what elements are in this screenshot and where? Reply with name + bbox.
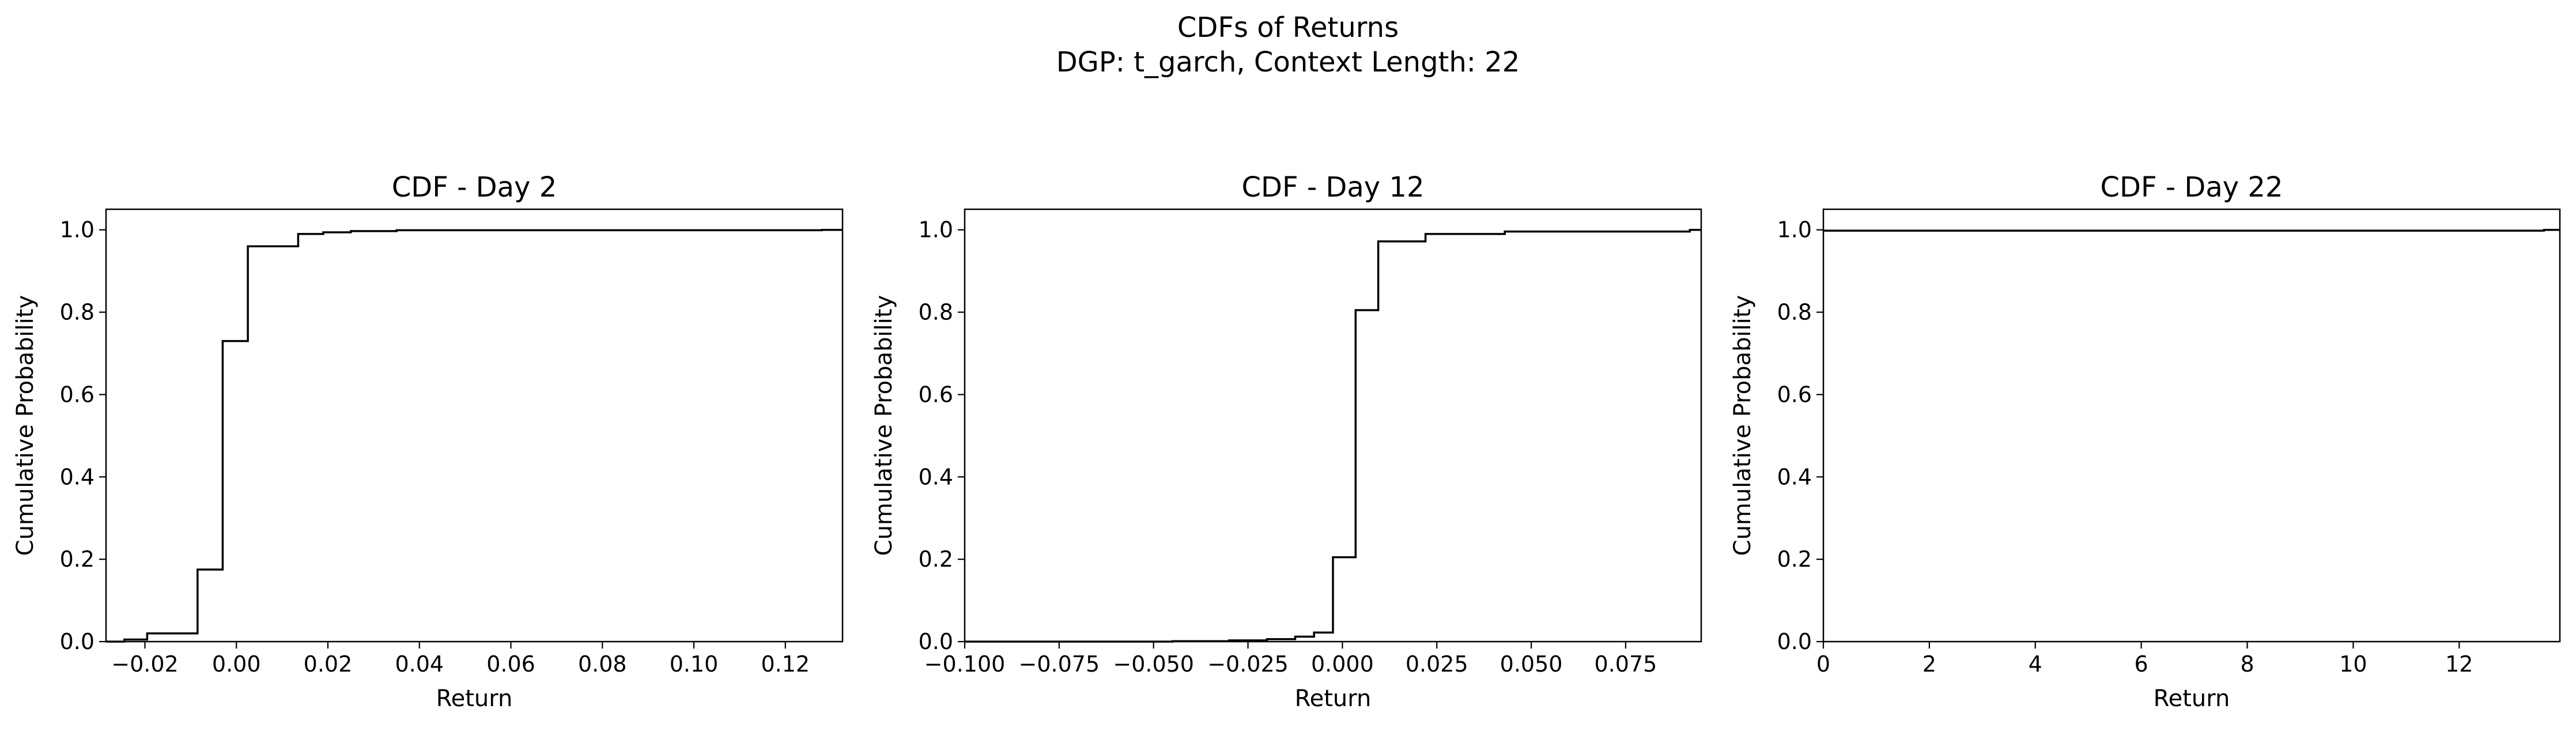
x-tick-label: 0 [1816,651,1830,677]
x-tick-label: 0.02 [304,651,353,677]
y-axis-label: Cumulative Probability [12,295,39,556]
x-tick-label: −0.100 [924,651,1006,677]
cdf-panel-1: CDF - Day 2 −0.02 0.00 0.02 0.04 0.06 0.08 0.10… [12,171,844,712]
x-tick-label: 12 [2445,651,2473,677]
panel-title: CDF - Day 22 [2100,171,2283,203]
x-axis-label: Return [1295,685,1372,712]
y-tick-label: 0.6 [60,382,95,407]
x-tick-label: 0.00 [212,651,261,677]
x-tick-label: −0.02 [111,651,178,677]
x-tick-label: 2 [1922,651,1936,677]
x-tick-label: 0.10 [670,651,719,677]
figure-subtitle: DGP: t_garch, Context Length: 22 [1056,46,1520,78]
y-tick-label: 1.0 [60,217,95,243]
x-tick-label: 0.04 [395,651,444,677]
cdf-step-line [965,228,1701,643]
y-tick-label: 1.0 [1777,217,1812,243]
cdf-panel-3: CDF - Day 22 0 2 4 6 8 10 12 0.0 0.2 0.4 0.6 0.8 1.0 R… [1729,171,2561,712]
cdf-step-line [1823,228,2560,232]
y-tick-label: 0.6 [919,382,953,407]
y-tick-label: 0.6 [1777,382,1812,407]
cdf-step-line [106,228,843,643]
x-tick-label: 0.050 [1500,651,1563,677]
y-tick-label: 0.0 [60,629,95,654]
plot-frame [105,208,844,643]
y-tick-label: 0.8 [1777,300,1812,325]
y-tick-label: 1.0 [919,217,953,243]
subplot-panels: CDF - Day 2−0.02 0.00 0.02 0.04 0.06 0.08 0.10… [12,171,2561,712]
x-axis-label: Return [436,685,513,712]
cdf-panel-2: CDF - Day 12−0.100 −0.075 −0.050 −0.025 0.00… [871,171,1702,712]
plot-frame [964,208,1702,643]
y-tick-label: 0.2 [1777,546,1812,572]
plot-frame [1822,208,2561,643]
y-tick-label: 0.0 [919,629,953,654]
y-tick-label: 0.2 [919,546,953,572]
x-tick-label: 0.06 [486,651,535,677]
y-tick-label: 0.0 [1777,629,1812,654]
x-tick-label: 0.025 [1406,651,1468,677]
y-tick-label: 0.8 [60,300,95,325]
x-tick-label: 0.075 [1595,651,1657,677]
panel-title: CDF - Day 2 [392,171,557,203]
y-tick-label: 0.2 [60,546,95,572]
x-axis-label: Return [2154,685,2230,712]
y-tick-label: 0.4 [60,464,95,489]
x-tick-label: −0.025 [1207,651,1289,677]
y-tick-label: 0.4 [919,464,953,489]
figure-title: CDFs of Returns [1177,12,1399,44]
y-axis-label: Cumulative Probability [871,295,897,556]
x-tick-label: 6 [2135,651,2148,677]
x-tick-label: −0.050 [1113,651,1194,677]
x-tick-label: 10 [2339,651,2367,677]
y-tick-label: 0.8 [919,300,953,325]
x-tick-label: 0.12 [761,651,810,677]
x-tick-label: 4 [2029,651,2042,677]
x-tick-label: −0.075 [1019,651,1100,677]
x-tick-label: 0.000 [1311,651,1374,677]
x-tick-label: 8 [2240,651,2254,677]
x-tick-label: 0.08 [578,651,627,677]
y-tick-label: 0.4 [1777,464,1812,489]
panel-title: CDF - Day 12 [1241,171,1424,203]
y-axis-label: Cumulative Probability [1729,295,1756,556]
